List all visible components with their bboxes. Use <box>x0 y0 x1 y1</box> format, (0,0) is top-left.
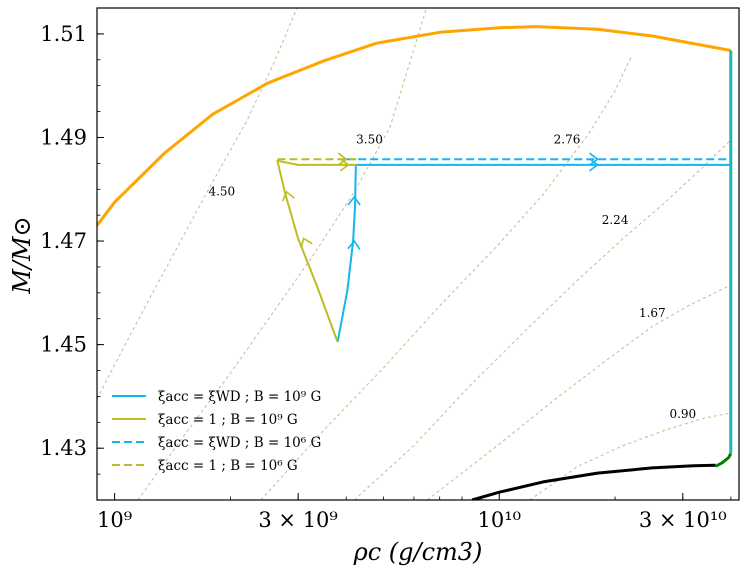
series-arrow-4-1 <box>337 152 348 166</box>
y-tick-label-1: 1.43 <box>40 436 87 460</box>
plot-background <box>97 8 739 500</box>
plot-frame <box>96 7 740 501</box>
series-arrow-3-1 <box>589 152 599 166</box>
contour-label-4-50: 4.50 <box>208 184 235 198</box>
legend-label-2: ξacc = 1 ; B = 10⁹ G <box>158 412 298 428</box>
x-tick-label-2: 3 × 10⁹ <box>258 508 337 532</box>
x-tick-label-3: 10¹⁰ <box>477 508 521 532</box>
x-axis-label: ρc (g/cm3) <box>353 538 483 566</box>
y-tick-label-3: 1.47 <box>40 229 87 253</box>
legend-label-1: ξacc = ξWD ; B = 10⁹ G <box>158 389 321 405</box>
contour-label-0-90: 0.90 <box>669 407 696 421</box>
legend-label-3: ξacc = ξWD ; B = 10⁶ G <box>158 435 321 451</box>
contour-line-3-50 <box>137 8 428 500</box>
x-tick-label-4: 3 × 10¹⁰ <box>639 508 727 532</box>
contour-line-2-76 <box>260 56 632 500</box>
series-line-2 <box>276 159 357 343</box>
contour-line-2-24 <box>353 139 732 500</box>
green-segment <box>714 452 733 468</box>
y-tick-label-5: 1.51 <box>40 22 87 46</box>
contour-line-1-67 <box>426 284 732 500</box>
contour-label-1-67: 1.67 <box>639 306 666 320</box>
x-tick-label-1: 10⁹ <box>97 508 132 532</box>
series-arrow-1-3 <box>589 158 599 172</box>
series-arrow-1-2 <box>347 195 361 206</box>
legend-label-4: ξacc = 1 ; B = 10⁶ G <box>158 458 298 474</box>
series-arrow-1-1 <box>347 239 361 250</box>
series-arrow-2-2 <box>281 190 295 202</box>
series-arrow-2-1 <box>300 237 313 249</box>
contour-label-2-76: 2.76 <box>554 133 581 147</box>
contour-label-3-50: 3.50 <box>356 133 383 147</box>
contour-label-2-24: 2.24 <box>602 213 629 227</box>
contour-line-4-50 <box>97 8 298 400</box>
y-tick-label-4: 1.49 <box>40 125 87 149</box>
upper-boundary <box>97 25 732 227</box>
y-tick-label-2: 1.45 <box>40 333 87 357</box>
contour-line-0-90 <box>529 412 731 500</box>
lower-boundary <box>471 463 716 500</box>
y-axis-label: M/M⊙ <box>8 216 36 294</box>
